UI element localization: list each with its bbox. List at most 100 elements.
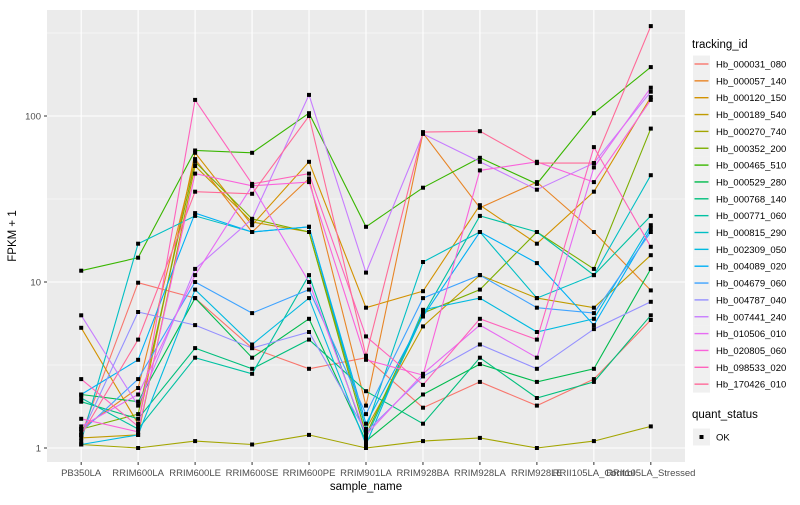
x-tick-label: RRIM901LA — [340, 468, 392, 479]
legend-item-Hb_000771_060: Hb_000771_060 — [693, 207, 786, 225]
data-point-marker — [477, 435, 482, 440]
data-point-marker — [421, 314, 425, 319]
data-point-marker — [136, 280, 141, 285]
legend-item-Hb_004787_040: Hb_004787_040 — [693, 291, 786, 309]
data-point-marker — [534, 296, 539, 301]
legend-key-square-marker — [699, 435, 704, 439]
data-point-marker — [534, 230, 539, 234]
x-tick-label: RRIM928BA — [397, 468, 450, 479]
data-point-marker — [136, 337, 141, 342]
x-tick-label: RRIM600PE — [283, 468, 336, 479]
legend-item-Hb_010506_010: Hb_010506_010 — [693, 325, 786, 343]
data-point-marker — [534, 446, 539, 450]
legend-item-Hb_170426_010: Hb_170426_010 — [693, 375, 786, 393]
data-point-marker — [648, 173, 653, 178]
legend-item-Hb_000529_280: Hb_000529_280 — [693, 173, 786, 191]
data-point-marker — [648, 213, 653, 218]
legend-item-label: Hb_004089_020 — [716, 262, 786, 273]
data-point-marker — [364, 403, 368, 408]
data-point-marker — [193, 159, 198, 164]
data-point-marker — [136, 432, 141, 437]
data-point-marker — [477, 159, 482, 164]
data-point-marker — [648, 65, 653, 70]
data-point-marker — [250, 220, 255, 224]
data-point-marker — [648, 253, 653, 258]
legend-item-label: OK — [716, 433, 730, 444]
data-point-marker — [136, 392, 141, 397]
data-point-marker — [136, 427, 141, 432]
data-point-marker — [648, 223, 653, 228]
data-point-marker — [591, 266, 596, 271]
legend-tracking-id: Hb_000031_080 Hb_000057_140 Hb_000120_150 H… — [693, 55, 786, 393]
data-point-marker — [307, 92, 311, 97]
data-point-marker — [534, 305, 539, 310]
y-tick-label: 1 — [36, 444, 41, 455]
data-point-marker — [421, 439, 425, 444]
data-point-marker — [421, 289, 425, 294]
data-point-marker — [534, 403, 539, 408]
data-point-marker — [648, 313, 653, 318]
data-point-marker — [79, 435, 84, 440]
data-point-marker — [421, 130, 425, 135]
data-point-marker — [307, 280, 311, 284]
data-point-marker — [421, 324, 425, 329]
data-point-marker — [648, 424, 653, 429]
data-point-marker — [307, 366, 311, 371]
data-point-marker — [307, 316, 311, 321]
data-point-marker — [648, 230, 653, 234]
x-tick-label: RRIM928LE — [511, 468, 563, 479]
data-point-marker — [421, 382, 425, 387]
data-point-marker — [364, 270, 368, 275]
data-point-marker — [477, 316, 482, 321]
x-tick-label: RRIM928LA — [454, 468, 506, 479]
data-point-marker — [534, 337, 539, 342]
data-point-marker — [477, 203, 482, 208]
data-point-marker — [591, 316, 596, 321]
y-tick-label: 10 — [30, 278, 41, 289]
legend-item-label: Hb_000270_740 — [716, 127, 786, 138]
data-point-marker — [421, 296, 425, 301]
data-point-marker — [250, 342, 255, 347]
data-point-marker — [421, 260, 425, 264]
data-point-marker — [307, 296, 311, 301]
data-point-marker — [534, 330, 539, 334]
data-point-marker — [136, 399, 141, 404]
data-point-marker — [250, 346, 255, 351]
data-point-marker — [307, 159, 311, 164]
data-point-marker — [193, 355, 198, 360]
data-point-marker — [79, 377, 84, 382]
data-point-marker — [591, 379, 596, 384]
x-tick-label: RRIM600LE — [169, 468, 221, 479]
data-point-marker — [534, 396, 539, 400]
data-point-marker — [591, 311, 596, 316]
data-point-marker — [307, 330, 311, 334]
data-point-marker — [364, 353, 368, 358]
data-point-marker — [477, 296, 482, 301]
data-point-marker — [307, 432, 311, 437]
x-tick-label: RRII105LA_Control — [553, 468, 635, 479]
data-point-marker — [477, 230, 482, 234]
data-point-marker — [79, 442, 84, 447]
data-point-marker — [591, 273, 596, 278]
legend-item-label: Hb_000771_060 — [716, 211, 786, 222]
data-point-marker — [79, 313, 84, 318]
data-point-marker — [250, 191, 255, 196]
legend-item-Hb_000189_540: Hb_000189_540 — [693, 106, 786, 124]
data-point-marker — [136, 357, 141, 362]
data-point-marker — [364, 421, 368, 426]
legend-item-label: Hb_000031_080 — [716, 60, 786, 71]
data-point-marker — [591, 180, 596, 185]
y-tick-label: 100 — [25, 112, 41, 123]
data-point-marker — [534, 187, 539, 192]
data-point-marker — [421, 373, 425, 378]
data-point-marker — [250, 442, 255, 447]
data-point-marker — [364, 305, 368, 310]
data-point-marker — [477, 342, 482, 347]
data-point-marker — [79, 399, 84, 404]
data-point-marker — [364, 334, 368, 339]
legend-item-Hb_000815_290: Hb_000815_290 — [693, 224, 786, 241]
data-point-marker — [193, 346, 198, 351]
data-point-marker — [648, 97, 653, 102]
legend-item-Hb_000057_140: Hb_000057_140 — [693, 72, 786, 90]
